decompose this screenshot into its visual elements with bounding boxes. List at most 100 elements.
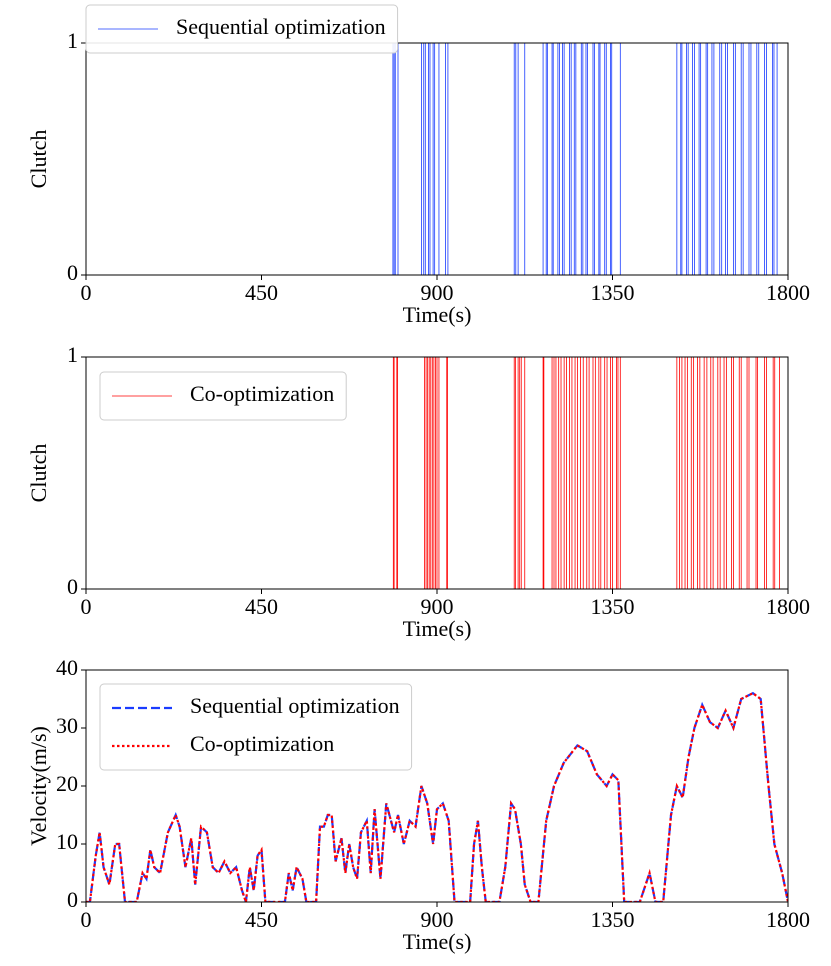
clutch-step [706,43,709,275]
clutch-step [582,43,587,275]
clutch-step [435,357,438,589]
clutch-step [552,357,555,589]
legend-box [99,683,413,771]
clutch-step [586,357,590,589]
clutch-step [721,43,726,275]
clutch-step [766,357,774,589]
clutch-step [711,43,715,275]
clutch-step [438,43,446,275]
legend-label: Sequential optimization [190,693,400,718]
clutch-step [424,357,427,589]
clutch-step [589,357,594,589]
clutch-step [764,43,767,275]
y-tick-label: 30 [56,713,78,738]
clutch-step [562,43,565,275]
x-tick-label: 900 [421,907,454,932]
clutch-step [749,357,757,589]
clutch-step [524,357,544,589]
plot-area [86,691,788,902]
clutch-step [699,43,702,275]
y-axis-label: Clutch [26,444,51,503]
clutch-step [617,357,621,589]
x-tick-label: 900 [421,280,454,305]
plot-area [86,43,788,275]
clutch-step [610,43,613,275]
x-tick-label: 450 [245,907,278,932]
clutch-step [521,357,526,589]
clutch-step [392,43,395,275]
clutch-step [598,43,601,275]
clutch-step [600,357,606,589]
clutch-step [733,43,736,275]
clutch-step [433,43,436,275]
clutch-step [518,43,526,275]
clutch-step [747,357,750,589]
clutch-step [758,43,765,275]
clutch-step [680,43,683,275]
clutch-step [86,357,394,589]
clutch-step [719,43,723,275]
clutch-step [438,357,448,589]
clutch-step [750,43,758,275]
clutch-step [604,357,608,589]
clutch-step [713,43,721,275]
clutch-step [561,357,565,589]
clutch-step [681,43,687,275]
clutch-step [552,43,554,275]
clutch-step [515,357,519,589]
clutch-step [757,357,765,589]
clutch-step [707,43,713,275]
clutch-step [547,43,553,275]
clutch-step [564,357,567,589]
clutch-step [518,357,521,589]
plot-area [86,357,788,589]
x-tick-label: 1800 [766,907,810,932]
clutch-step [553,43,559,275]
x-tick-label: 1800 [766,280,810,305]
x-tick-label: 1800 [766,594,810,619]
clutch-step [580,357,584,589]
clutch-step [726,357,732,589]
clutch-step [434,43,440,275]
clutch-step [679,357,683,589]
clutch-step [773,357,776,589]
clutch-step [620,43,678,275]
y-tick-label: 1 [67,28,78,53]
clutch-step [569,43,572,275]
clutch-step [688,43,693,275]
clutch-step [676,357,680,589]
clutch-step [585,43,588,275]
clutch-step [600,43,606,275]
legend-box [99,371,347,421]
clutch-step [686,43,689,275]
clutch-step [575,357,578,589]
clutch-step [397,357,425,589]
clutch-step [741,43,744,275]
clutch-step [774,357,780,589]
clutch-step [773,43,778,275]
clutch-step [514,43,517,275]
x-tick-label: 0 [81,280,92,305]
clutch-step [595,357,600,589]
clutch-step [571,43,575,275]
clutch-step [717,357,721,589]
clutch-step [764,357,767,589]
clutch-step [587,43,594,275]
clutch-step [710,357,714,589]
clutch-step [725,43,728,275]
clutch-step [426,357,429,589]
clutch-step [427,357,430,589]
clutch-step [700,43,707,275]
clutch-step [756,43,760,275]
clutch-step [543,357,545,589]
y-axis-label: Velocity(m/s) [26,726,51,846]
clutch-step [557,43,560,275]
clutch-step [713,357,719,589]
clutch-step [687,357,692,589]
legend-label: Sequential optimization [176,14,386,39]
clutch-step [676,43,682,275]
clutch-step [704,357,708,589]
x-tick-label: 450 [245,594,278,619]
clutch-step [519,357,522,589]
